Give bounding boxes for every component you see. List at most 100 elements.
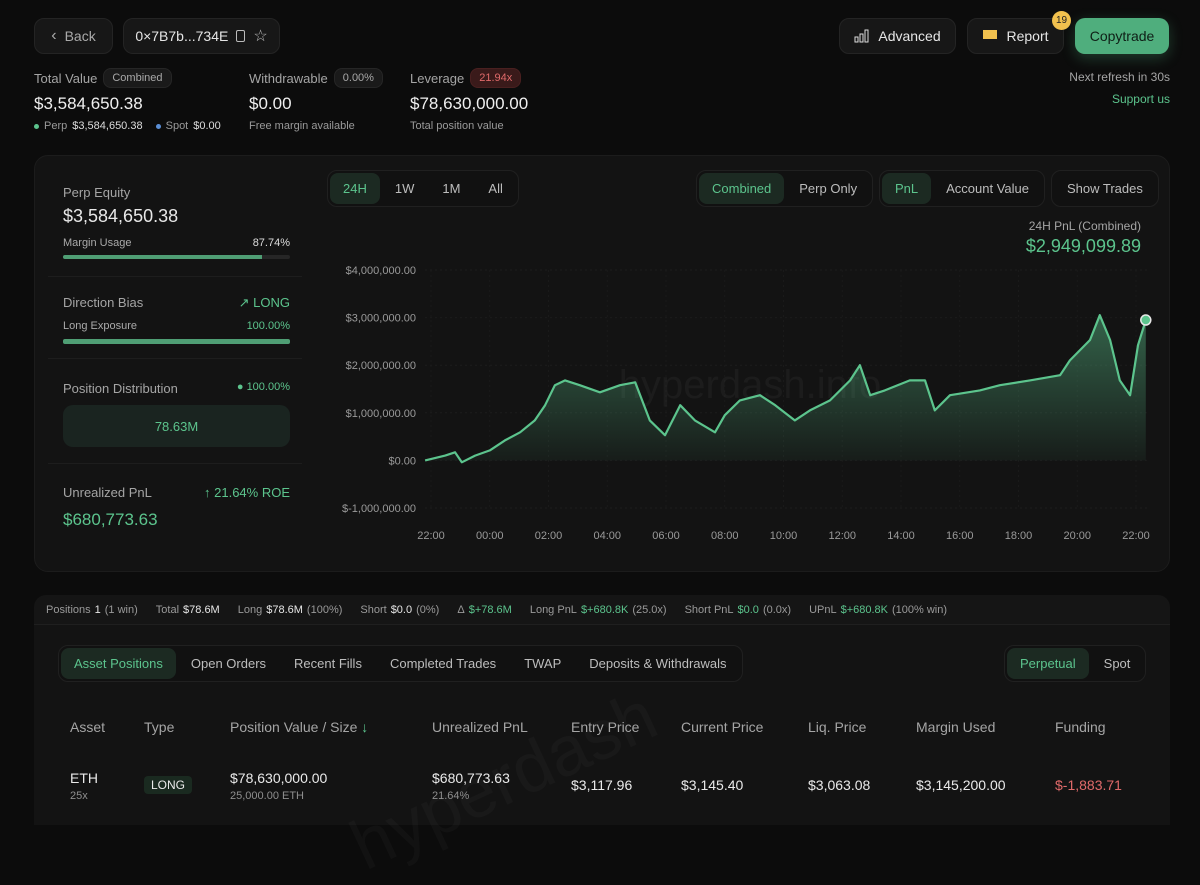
report-label: Report bbox=[1006, 28, 1049, 44]
type-badge: LONG bbox=[144, 776, 193, 794]
support-link[interactable]: Support us bbox=[1111, 92, 1170, 106]
y-tick-label: $-1,000,000.00 bbox=[342, 503, 416, 515]
positions-tabs: Asset Positions Open Orders Recent Fills… bbox=[58, 645, 743, 682]
metric-pnl[interactable]: PnL bbox=[882, 173, 932, 204]
tab-asset-positions[interactable]: Asset Positions bbox=[61, 648, 176, 679]
asset-leverage: 25x bbox=[70, 790, 88, 802]
chevron-left-icon: ‹ bbox=[51, 27, 57, 44]
timeframe-24h[interactable]: 24H bbox=[330, 173, 380, 204]
margin-used: $3,145,200.00 bbox=[916, 777, 1006, 793]
market-spot[interactable]: Spot bbox=[1103, 656, 1131, 671]
timeframe-1m[interactable]: 1M bbox=[442, 181, 461, 196]
short-pnl-label: Short PnL bbox=[684, 603, 734, 616]
col-funding[interactable]: Funding bbox=[1055, 719, 1106, 735]
combined-chip: Combined bbox=[103, 68, 172, 88]
sort-down-icon: ↓ bbox=[361, 719, 369, 735]
entry-price: $3,117.96 bbox=[571, 777, 633, 793]
long-label: Long bbox=[237, 603, 263, 616]
col-position-value-label: Position Value / Size bbox=[230, 719, 358, 735]
col-asset[interactable]: Asset bbox=[70, 719, 106, 735]
spot-value: $0.00 bbox=[193, 120, 221, 132]
dot-icon: ● bbox=[236, 381, 244, 393]
col-liq-price[interactable]: Liq. Price bbox=[808, 719, 867, 735]
liq-price: $3,063.08 bbox=[808, 777, 871, 793]
leverage-sub: Total position value bbox=[410, 120, 504, 132]
mode-combined[interactable]: Combined bbox=[699, 173, 785, 204]
y-tick-label: $4,000,000.00 bbox=[346, 265, 416, 277]
timeframe-all[interactable]: All bbox=[488, 181, 503, 196]
x-tick-label: 00:00 bbox=[476, 530, 504, 542]
col-current-price[interactable]: Current Price bbox=[681, 719, 764, 735]
mode-perp-only[interactable]: Perp Only bbox=[799, 181, 858, 196]
position-size: 25,000.00 ETH bbox=[230, 790, 304, 802]
x-tick-label: 16:00 bbox=[946, 530, 974, 542]
direction-bias-label: Direction Bias bbox=[63, 295, 144, 310]
col-entry-price[interactable]: Entry Price bbox=[571, 719, 640, 735]
perp-equity-value: $3,584,650.38 bbox=[63, 206, 179, 226]
delta-value: $+78.6M bbox=[468, 603, 512, 616]
y-tick-label: $0.00 bbox=[388, 455, 416, 467]
position-value: $78,630,000.00 bbox=[230, 770, 328, 786]
refresh-text: Next refresh in 30s bbox=[1069, 70, 1170, 84]
advanced-label: Advanced bbox=[878, 28, 941, 44]
position-distribution-label: Position Distribution bbox=[63, 381, 178, 396]
spot-dot-icon bbox=[155, 123, 161, 129]
address-pill: 0×7B7b...734E ☆ bbox=[123, 18, 280, 54]
withdrawable-sub: Free margin available bbox=[249, 120, 355, 132]
timeframe-1w[interactable]: 1W bbox=[394, 181, 415, 196]
tab-open-orders[interactable]: Open Orders bbox=[190, 656, 267, 671]
tab-recent-fills[interactable]: Recent Fills bbox=[294, 656, 362, 671]
wallet-address: 0×7B7b...734E bbox=[135, 28, 229, 44]
positions-note: (1 win) bbox=[104, 603, 138, 616]
copy-icon[interactable] bbox=[236, 30, 246, 42]
direction-bias-value: LONG bbox=[253, 295, 290, 310]
col-margin-used[interactable]: Margin Used bbox=[916, 719, 996, 735]
star-icon[interactable]: ☆ bbox=[253, 28, 268, 45]
short-value: $0.0 bbox=[390, 603, 413, 616]
col-position-value[interactable]: Position Value / Size ↓ bbox=[230, 719, 368, 735]
advanced-button[interactable]: Advanced bbox=[839, 18, 956, 54]
pnl-chart[interactable]: $4,000,000.00 $3,000,000.00 $2,000,000.00 $… bbox=[320, 255, 1180, 555]
col-unrealized-pnl[interactable]: Unrealized PnL bbox=[432, 719, 528, 735]
x-tick-label: 22:00 bbox=[1122, 530, 1150, 542]
unrealized-pnl-value: $680,773.63 bbox=[63, 510, 158, 529]
positions-label: Positions bbox=[46, 603, 91, 616]
copytrade-button[interactable]: Copytrade bbox=[1075, 18, 1169, 54]
total-value: $3,584,650.38 bbox=[34, 94, 143, 113]
long-exposure-bar bbox=[63, 339, 290, 344]
metric-account-value[interactable]: Account Value bbox=[946, 181, 1030, 196]
positions-count: 1 bbox=[94, 603, 101, 616]
total-value: $78.6M bbox=[183, 603, 220, 616]
show-trades-button[interactable]: Show Trades bbox=[1051, 170, 1159, 207]
withdrawable-stat: Withdrawable 0.00% $0.00 Free margin avai… bbox=[249, 68, 383, 132]
x-tick-label: 12:00 bbox=[828, 530, 856, 542]
withdrawable-chip: 0.00% bbox=[333, 68, 383, 88]
market-perpetual[interactable]: Perpetual bbox=[1007, 648, 1089, 679]
y-tick-label: $1,000,000.00 bbox=[346, 408, 416, 420]
tab-deposits-withdrawals[interactable]: Deposits & Withdrawals bbox=[589, 656, 727, 671]
upnl-value: $+680.8K bbox=[840, 603, 888, 616]
positions-summary-bar: Positions 1 (1 win) Total $78.6M Long $78.6M… bbox=[34, 595, 1170, 625]
report-button[interactable]: Report bbox=[967, 18, 1064, 54]
back-button[interactable]: ‹ Back bbox=[34, 18, 113, 54]
tab-twap[interactable]: TWAP bbox=[524, 656, 562, 671]
position-distribution-bar[interactable]: 78.63M bbox=[63, 405, 290, 447]
long-note: (100%) bbox=[306, 603, 343, 616]
y-tick-label: $3,000,000.00 bbox=[346, 313, 416, 325]
total-value-label: Total Value bbox=[34, 70, 98, 86]
overview-card bbox=[34, 155, 1170, 572]
y-tick-label: $2,000,000.00 bbox=[346, 360, 416, 372]
short-pnl-note: (0.0x) bbox=[762, 603, 792, 616]
margin-usage-label: Margin Usage bbox=[63, 237, 132, 249]
x-tick-label: 08:00 bbox=[711, 530, 739, 542]
perp-label: Perp bbox=[44, 120, 68, 132]
mode-selector: Combined Perp Only bbox=[696, 170, 874, 207]
funding: $-1,883.71 bbox=[1055, 777, 1122, 793]
col-type[interactable]: Type bbox=[144, 719, 175, 735]
tab-completed-trades[interactable]: Completed Trades bbox=[389, 656, 497, 671]
current-point-marker[interactable] bbox=[1140, 314, 1152, 326]
leverage-label: Leverage bbox=[410, 70, 465, 86]
arrow-up-icon: ↑ bbox=[204, 485, 211, 500]
trending-up-icon: ↗ bbox=[238, 295, 250, 310]
flag-icon bbox=[983, 30, 998, 39]
